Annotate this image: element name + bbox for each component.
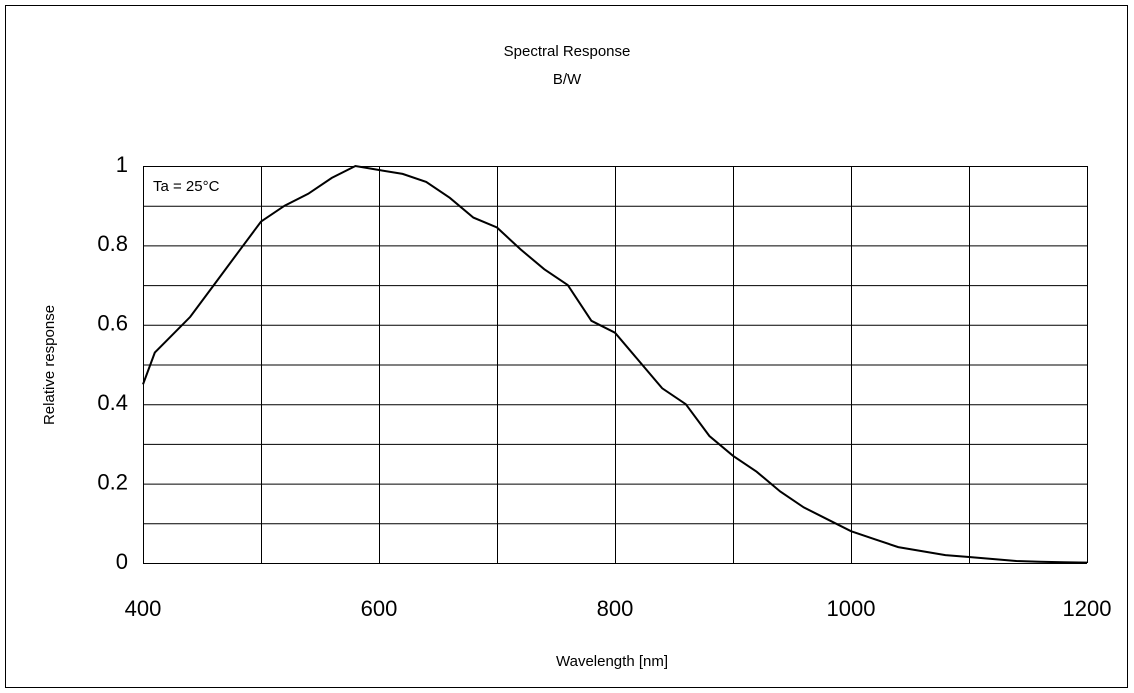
frame	[5, 5, 1128, 688]
x-tick-label: 1000	[827, 596, 876, 621]
y-tick-label: 0.8	[97, 231, 128, 256]
y-axis-label: Relative response	[41, 305, 58, 425]
y-tick-label: 1	[116, 152, 128, 177]
y-tick-label: 0.6	[97, 311, 128, 336]
annotation-box	[145, 168, 257, 204]
x-axis-label: Wavelength [nm]	[556, 653, 668, 670]
data-line	[142, 164, 1088, 564]
y-tick-label: 0	[116, 549, 128, 574]
x-tick-label: 800	[597, 596, 634, 621]
y-tick-label: 0.4	[97, 390, 128, 415]
x-tick-label: 600	[361, 596, 398, 621]
y-tick-label: 0.2	[97, 469, 128, 494]
x-tick-label: 400	[125, 596, 162, 621]
chart-title: Spectral Response	[504, 43, 631, 60]
annotation: Ta = 25°C	[153, 178, 220, 195]
chart-subtitle: B/W	[553, 71, 582, 88]
x-tick-label: 1200	[1063, 596, 1112, 621]
